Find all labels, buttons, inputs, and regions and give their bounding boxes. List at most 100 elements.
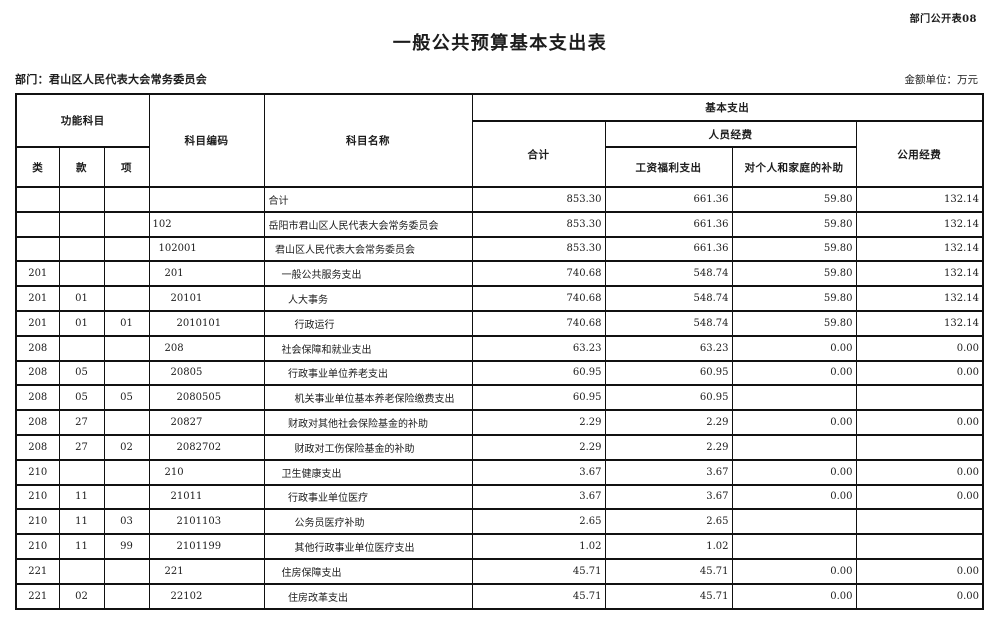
cell-total: 2.29	[471, 433, 606, 461]
table-row: 210 11 03 2101103 公务员医疗补助 2.65 2.65	[15, 508, 984, 536]
cell-subject-code: 201	[148, 260, 265, 288]
cell-subject-name: 君山区人民代表大会常务委员会	[263, 235, 473, 263]
cell-total: 1.02	[471, 533, 606, 560]
cell-section: 27	[58, 433, 105, 461]
header-salary-welfare: 工资福利支出	[604, 146, 733, 188]
cell-public-funds: 132.14	[855, 210, 984, 238]
cell-subject-code: 2101103	[148, 508, 265, 536]
cell-item	[103, 260, 150, 288]
cell-public-funds: 0.00	[855, 409, 984, 436]
cell-section: 11	[58, 533, 105, 560]
cell-class: 201	[15, 260, 60, 288]
cell-salary-welfare: 661.36	[604, 186, 733, 213]
cell-section	[58, 458, 105, 486]
cell-subject-name: 住房改革支出	[263, 582, 473, 610]
cell-salary-welfare: 45.71	[604, 582, 733, 610]
cell-item	[103, 210, 150, 238]
cell-subject-name: 卫生健康支出	[263, 458, 473, 486]
cell-item	[103, 186, 150, 213]
cell-section: 01	[58, 309, 105, 337]
header-total: 合计	[471, 120, 606, 188]
cell-class: 208	[15, 384, 60, 412]
cell-class: 201	[15, 285, 60, 312]
cell-item: 03	[103, 508, 150, 536]
table-header: 功能科目 科目编码 科目名称 基本支出 合计 人员经费 公用经费 类 款 项 工…	[15, 93, 984, 188]
cell-item	[103, 483, 150, 511]
cell-public-funds: 132.14	[855, 309, 984, 337]
cell-public-funds	[855, 384, 984, 412]
table-row: 208 208 社会保障和就业支出 63.23 63.23 0.00 0.00	[15, 334, 984, 362]
cell-class	[15, 186, 60, 213]
header-item: 项	[103, 146, 150, 188]
cell-salary-welfare: 3.67	[604, 483, 733, 511]
cell-individual-family: 0.00	[731, 557, 857, 585]
cell-subject-code: 102001	[148, 235, 265, 263]
table-row: 201 201 一般公共服务支出 740.68 548.74 59.80 132.14	[15, 260, 984, 288]
cell-class	[15, 235, 60, 263]
cell-class: 221	[15, 557, 60, 585]
cell-individual-family: 59.80	[731, 309, 857, 337]
cell-individual-family: 0.00	[731, 359, 857, 387]
cell-public-funds	[855, 433, 984, 461]
cell-subject-name: 机关事业单位基本养老保险缴费支出	[263, 384, 473, 412]
cell-total: 3.67	[471, 458, 606, 486]
header-section: 款	[58, 146, 105, 188]
cell-section: 11	[58, 508, 105, 536]
cell-total: 740.68	[471, 260, 606, 288]
header-subject-name: 科目名称	[263, 93, 473, 188]
cell-total: 45.71	[471, 557, 606, 585]
cell-total: 853.30	[471, 210, 606, 238]
header-basic-expenditure: 基本支出	[471, 93, 984, 122]
header-subject-code: 科目编码	[148, 93, 265, 188]
cell-subject-code: 22102	[148, 582, 265, 610]
cell-item: 01	[103, 309, 150, 337]
amount-unit-label: 金额单位：万元	[904, 74, 979, 86]
table-row: 208 27 02 2082702 财政对工伤保险基金的补助 2.29 2.29	[15, 433, 984, 461]
cell-total: 63.23	[471, 334, 606, 362]
cell-individual-family: 59.80	[731, 285, 857, 312]
cell-item	[103, 235, 150, 263]
cell-subject-code: 2101199	[148, 533, 265, 560]
cell-salary-welfare: 548.74	[604, 285, 733, 312]
cell-section: 05	[58, 384, 105, 412]
cell-salary-welfare: 548.74	[604, 260, 733, 288]
cell-salary-welfare: 548.74	[604, 309, 733, 337]
table-row: 210 11 99 2101199 其他行政事业单位医疗支出 1.02 1.02	[15, 533, 984, 560]
cell-subject-code: 221	[148, 557, 265, 585]
cell-individual-family: 59.80	[731, 210, 857, 238]
cell-class: 208	[15, 409, 60, 436]
cell-public-funds: 0.00	[855, 483, 984, 511]
cell-subject-name: 行政运行	[263, 309, 473, 337]
cell-total: 740.68	[471, 309, 606, 337]
cell-public-funds: 0.00	[855, 557, 984, 585]
cell-class: 221	[15, 582, 60, 610]
cell-salary-welfare: 2.29	[604, 433, 733, 461]
cell-public-funds	[855, 533, 984, 560]
table-row: 208 05 20805 行政事业单位养老支出 60.95 60.95 0.00 0.00	[15, 359, 984, 387]
cell-class: 208	[15, 359, 60, 387]
cell-section: 01	[58, 285, 105, 312]
cell-salary-welfare: 2.65	[604, 508, 733, 536]
header-individual-family: 对个人和家庭的补助	[731, 146, 857, 188]
cell-item	[103, 557, 150, 585]
cell-subject-code: 21011	[148, 483, 265, 511]
cell-individual-family: 0.00	[731, 582, 857, 610]
cell-total: 740.68	[471, 285, 606, 312]
doc-code-label: 部门公开表08	[909, 14, 977, 25]
cell-section	[58, 186, 105, 213]
cell-individual-family	[731, 433, 857, 461]
cell-subject-name: 行政事业单位养老支出	[263, 359, 473, 387]
cell-subject-code: 2010101	[148, 309, 265, 337]
cell-subject-code: 2080505	[148, 384, 265, 412]
cell-class: 210	[15, 508, 60, 536]
cell-individual-family: 0.00	[731, 458, 857, 486]
cell-total: 60.95	[471, 359, 606, 387]
cell-item: 05	[103, 384, 150, 412]
cell-section: 02	[58, 582, 105, 610]
cell-subject-code: 102	[148, 210, 265, 238]
cell-salary-welfare: 60.95	[604, 384, 733, 412]
cell-individual-family: 0.00	[731, 334, 857, 362]
table-row: 221 02 22102 住房改革支出 45.71 45.71 0.00 0.00	[15, 582, 984, 610]
cell-total: 60.95	[471, 384, 606, 412]
cell-item	[103, 458, 150, 486]
